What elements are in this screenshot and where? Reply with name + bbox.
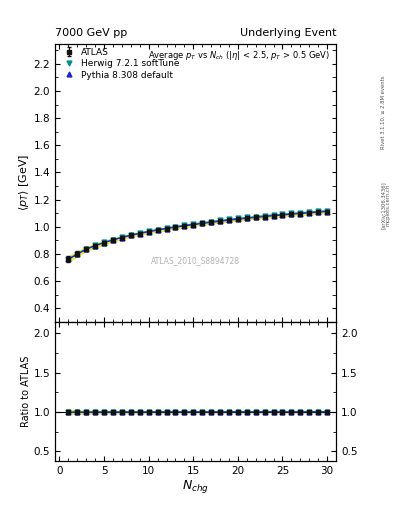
Pythia 8.308 default <box>244 215 249 221</box>
Pythia 8.308 default <box>218 218 222 224</box>
Herwig 7.2.1 softTune <box>280 211 285 217</box>
Pythia 8.308 default <box>191 222 196 228</box>
Pythia 8.308 default <box>146 229 151 235</box>
Herwig 7.2.1 softTune <box>262 212 267 219</box>
Text: ATLAS_2010_S8894728: ATLAS_2010_S8894728 <box>151 256 240 265</box>
Herwig 7.2.1 softTune <box>191 221 196 227</box>
Herwig 7.2.1 softTune <box>271 212 276 218</box>
Pythia 8.308 default <box>253 215 258 221</box>
Herwig 7.2.1 softTune <box>66 256 71 262</box>
Herwig 7.2.1 softTune <box>93 242 97 248</box>
Y-axis label: Ratio to ATLAS: Ratio to ATLAS <box>21 355 31 427</box>
Text: Underlying Event: Underlying Event <box>239 28 336 38</box>
Text: Average $p_T$ vs $N_{ch}$ ($|\eta|$ < 2.5, $p_T$ > 0.5 GeV): Average $p_T$ vs $N_{ch}$ ($|\eta|$ < 2.… <box>148 49 331 62</box>
Pythia 8.308 default <box>325 208 329 215</box>
Herwig 7.2.1 softTune <box>111 237 116 243</box>
Pythia 8.308 default <box>316 209 321 215</box>
Pythia 8.308 default <box>182 223 187 229</box>
Pythia 8.308 default <box>66 256 71 262</box>
Pythia 8.308 default <box>102 240 107 246</box>
Line: Herwig 7.2.1 softTune: Herwig 7.2.1 softTune <box>66 208 329 262</box>
Pythia 8.308 default <box>93 243 97 249</box>
Herwig 7.2.1 softTune <box>75 251 80 257</box>
Pythia 8.308 default <box>209 219 213 225</box>
Pythia 8.308 default <box>262 214 267 220</box>
Text: mcplots.cern.ch: mcplots.cern.ch <box>386 184 391 226</box>
Pythia 8.308 default <box>280 212 285 218</box>
Herwig 7.2.1 softTune <box>102 240 107 246</box>
Pythia 8.308 default <box>289 211 294 217</box>
Text: [arXiv:1306.3436]: [arXiv:1306.3436] <box>381 181 386 229</box>
Y-axis label: $\langle p_T \rangle$ [GeV]: $\langle p_T \rangle$ [GeV] <box>17 154 31 211</box>
Herwig 7.2.1 softTune <box>173 224 178 230</box>
Legend: ATLAS, Herwig 7.2.1 softTune, Pythia 8.308 default: ATLAS, Herwig 7.2.1 softTune, Pythia 8.3… <box>58 46 182 81</box>
Herwig 7.2.1 softTune <box>298 210 303 216</box>
Herwig 7.2.1 softTune <box>182 222 187 228</box>
Herwig 7.2.1 softTune <box>84 246 88 252</box>
Pythia 8.308 default <box>75 251 80 257</box>
Pythia 8.308 default <box>307 210 312 216</box>
Text: 7000 GeV pp: 7000 GeV pp <box>55 28 127 38</box>
Pythia 8.308 default <box>138 230 142 237</box>
Pythia 8.308 default <box>235 216 240 222</box>
Herwig 7.2.1 softTune <box>138 230 142 236</box>
Herwig 7.2.1 softTune <box>289 210 294 217</box>
Herwig 7.2.1 softTune <box>235 216 240 222</box>
Herwig 7.2.1 softTune <box>129 232 133 238</box>
Pythia 8.308 default <box>227 217 231 223</box>
Pythia 8.308 default <box>129 232 133 239</box>
Herwig 7.2.1 softTune <box>244 215 249 221</box>
Herwig 7.2.1 softTune <box>307 209 312 215</box>
Herwig 7.2.1 softTune <box>325 208 329 214</box>
Pythia 8.308 default <box>111 237 116 243</box>
Herwig 7.2.1 softTune <box>119 234 124 240</box>
Herwig 7.2.1 softTune <box>146 228 151 234</box>
X-axis label: $N_{chg}$: $N_{chg}$ <box>182 478 209 496</box>
Pythia 8.308 default <box>200 220 205 226</box>
Text: Rivet 3.1.10, ≥ 2.8M events: Rivet 3.1.10, ≥ 2.8M events <box>381 76 386 150</box>
Pythia 8.308 default <box>173 224 178 230</box>
Herwig 7.2.1 softTune <box>227 216 231 222</box>
Herwig 7.2.1 softTune <box>200 220 205 226</box>
Pythia 8.308 default <box>119 234 124 241</box>
Herwig 7.2.1 softTune <box>209 219 213 225</box>
Herwig 7.2.1 softTune <box>155 226 160 232</box>
Pythia 8.308 default <box>298 210 303 217</box>
Herwig 7.2.1 softTune <box>253 214 258 220</box>
Pythia 8.308 default <box>155 227 160 233</box>
Pythia 8.308 default <box>84 246 88 252</box>
Pythia 8.308 default <box>271 212 276 219</box>
Herwig 7.2.1 softTune <box>316 208 321 215</box>
Line: Pythia 8.308 default: Pythia 8.308 default <box>66 209 329 262</box>
Herwig 7.2.1 softTune <box>164 225 169 231</box>
Pythia 8.308 default <box>164 226 169 232</box>
Herwig 7.2.1 softTune <box>218 218 222 224</box>
